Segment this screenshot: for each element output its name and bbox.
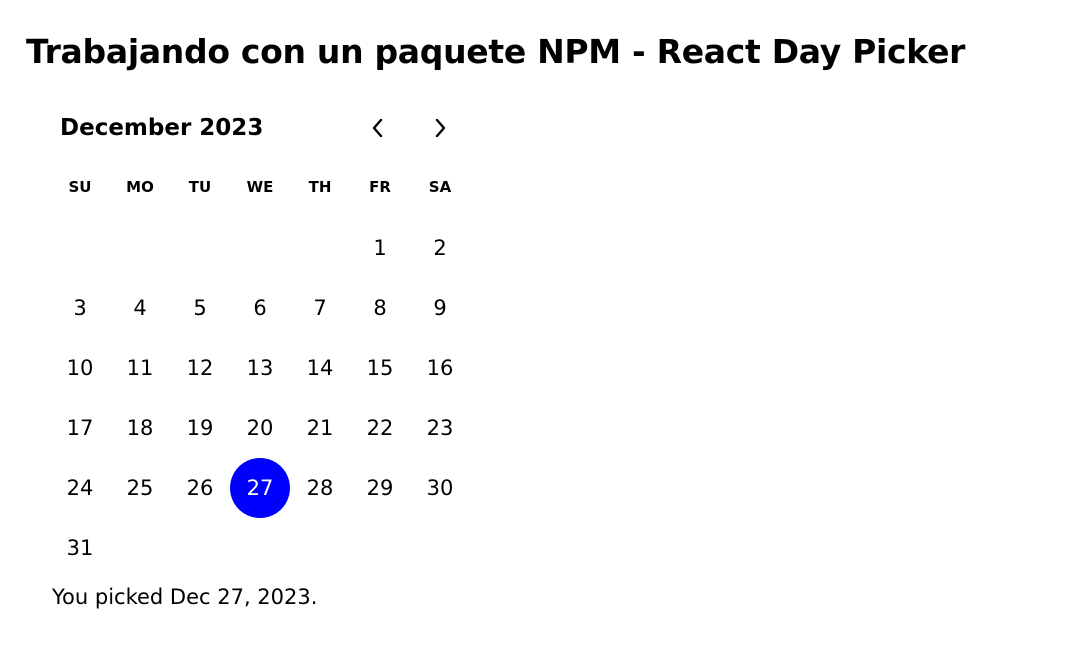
- month-caption: December 2023: [60, 115, 264, 141]
- day-cell: [350, 518, 410, 578]
- day-button-27[interactable]: 27: [230, 458, 290, 518]
- day-button-8[interactable]: 8: [373, 296, 387, 320]
- day-button-5[interactable]: 5: [193, 296, 207, 320]
- day-cell: [50, 218, 110, 278]
- day-button-9[interactable]: 9: [433, 296, 447, 320]
- day-cell: [170, 518, 230, 578]
- day-cell: [230, 518, 290, 578]
- day-cell: 20: [230, 398, 290, 458]
- day-cell: 3: [50, 278, 110, 338]
- day-button-15[interactable]: 15: [366, 356, 394, 380]
- day-cell: 13: [230, 338, 290, 398]
- calendar-grid: 1 2 3 4 5 6 7 8 9 10 11 12 13 14 15 16 17 18 19 20 21 22 23 24 2…: [50, 218, 470, 578]
- day-button-2[interactable]: 2: [433, 236, 447, 260]
- day-button-26[interactable]: 26: [186, 476, 214, 500]
- day-cell: 11: [110, 338, 170, 398]
- day-button-3[interactable]: 3: [73, 296, 87, 320]
- weekday-tuesday: TU: [188, 178, 212, 196]
- day-cell: 26: [170, 458, 230, 518]
- day-cell: 18: [110, 398, 170, 458]
- chevron-left-icon: [372, 118, 383, 138]
- day-cell: 5: [170, 278, 230, 338]
- day-cell: [110, 518, 170, 578]
- week-row: 24 25 26 27 28 29 30: [50, 458, 470, 518]
- week-row: 3 4 5 6 7 8 9: [50, 278, 470, 338]
- weekday-monday: MO: [126, 178, 154, 196]
- day-cell: 14: [290, 338, 350, 398]
- day-cell: 12: [170, 338, 230, 398]
- day-button-30[interactable]: 30: [426, 476, 454, 500]
- day-cell: 29: [350, 458, 410, 518]
- day-cell: 22: [350, 398, 410, 458]
- day-cell: 28: [290, 458, 350, 518]
- day-button-20[interactable]: 20: [246, 416, 274, 440]
- day-button-31[interactable]: 31: [66, 536, 94, 560]
- day-cell: 2: [410, 218, 470, 278]
- weekday-sunday: SU: [68, 178, 92, 196]
- day-button-18[interactable]: 18: [126, 416, 154, 440]
- day-cell: 6: [230, 278, 290, 338]
- calendar-header: December 2023: [50, 106, 470, 150]
- day-button-28[interactable]: 28: [306, 476, 334, 500]
- day-cell: [110, 218, 170, 278]
- next-month-button[interactable]: [420, 108, 460, 148]
- selected-date-text: You picked Dec 27, 2023.: [52, 585, 318, 609]
- day-button-29[interactable]: 29: [366, 476, 394, 500]
- day-cell: 1: [350, 218, 410, 278]
- day-cell: 25: [110, 458, 170, 518]
- day-button-24[interactable]: 24: [66, 476, 94, 500]
- day-cell: 7: [290, 278, 350, 338]
- day-cell: 8: [350, 278, 410, 338]
- day-button-17[interactable]: 17: [66, 416, 94, 440]
- weekday-thursday: TH: [308, 178, 332, 196]
- weekday-saturday: SA: [428, 178, 452, 196]
- day-cell: 24: [50, 458, 110, 518]
- page-title: Trabajando con un paquete NPM - React Da…: [26, 32, 966, 71]
- day-button-16[interactable]: 16: [426, 356, 454, 380]
- day-cell: 31: [50, 518, 110, 578]
- weekday-friday: FR: [369, 178, 391, 196]
- week-row: 10 11 12 13 14 15 16: [50, 338, 470, 398]
- day-button-14[interactable]: 14: [306, 356, 334, 380]
- day-button-21[interactable]: 21: [306, 416, 334, 440]
- day-cell: 27: [230, 458, 290, 518]
- day-button-1[interactable]: 1: [373, 236, 387, 260]
- day-button-19[interactable]: 19: [186, 416, 214, 440]
- day-cell: [230, 218, 290, 278]
- day-cell: 23: [410, 398, 470, 458]
- chevron-right-icon: [435, 118, 446, 138]
- day-cell: [410, 518, 470, 578]
- previous-month-button[interactable]: [358, 108, 398, 148]
- day-cell: 21: [290, 398, 350, 458]
- day-button-4[interactable]: 4: [133, 296, 147, 320]
- day-cell: 17: [50, 398, 110, 458]
- day-button-23[interactable]: 23: [426, 416, 454, 440]
- day-cell: 4: [110, 278, 170, 338]
- day-button-12[interactable]: 12: [186, 356, 214, 380]
- day-button-7[interactable]: 7: [313, 296, 327, 320]
- day-button-25[interactable]: 25: [126, 476, 154, 500]
- weekday-wednesday: WE: [246, 178, 274, 196]
- weekday-header-row: SU MO TU WE TH FR SA: [50, 168, 470, 206]
- day-cell: 30: [410, 458, 470, 518]
- day-cell: [290, 518, 350, 578]
- week-row: 31: [50, 518, 470, 578]
- day-cell: 15: [350, 338, 410, 398]
- day-cell: 16: [410, 338, 470, 398]
- day-cell: 9: [410, 278, 470, 338]
- day-cell: 19: [170, 398, 230, 458]
- day-cell: 10: [50, 338, 110, 398]
- day-cell: [170, 218, 230, 278]
- day-button-13[interactable]: 13: [246, 356, 274, 380]
- day-button-10[interactable]: 10: [66, 356, 94, 380]
- day-cell: [290, 218, 350, 278]
- day-button-6[interactable]: 6: [253, 296, 267, 320]
- week-row: 17 18 19 20 21 22 23: [50, 398, 470, 458]
- day-button-11[interactable]: 11: [126, 356, 154, 380]
- day-button-22[interactable]: 22: [366, 416, 394, 440]
